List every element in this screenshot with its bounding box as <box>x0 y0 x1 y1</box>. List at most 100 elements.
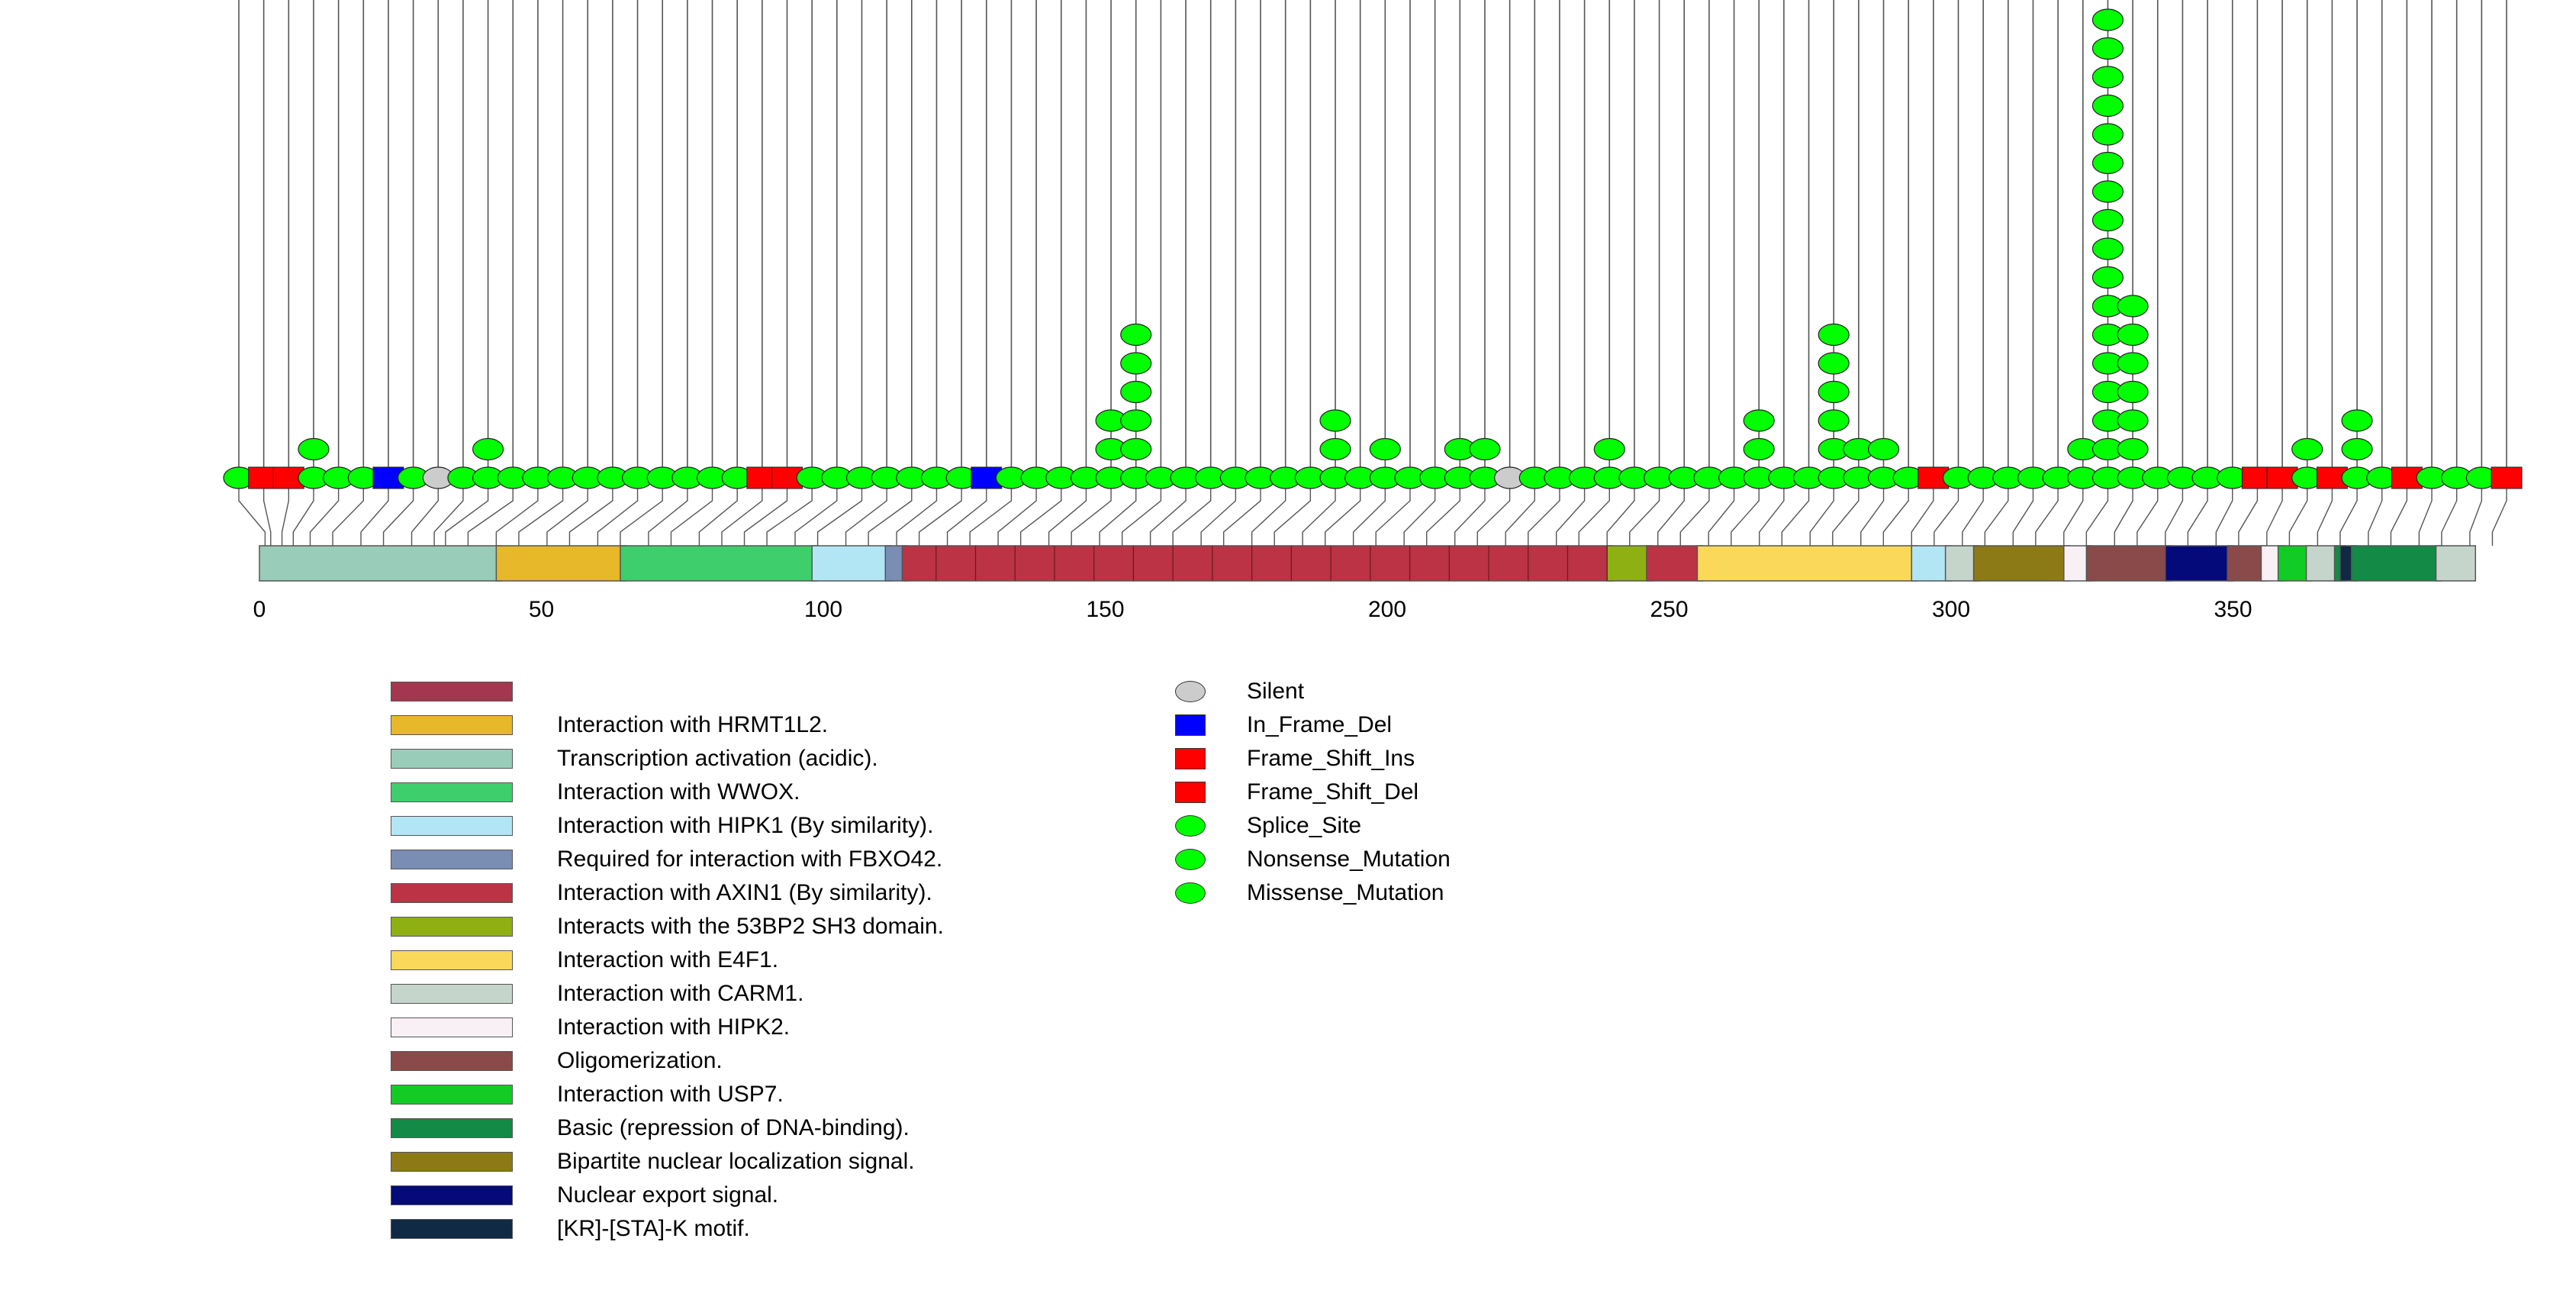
x-tick-label: 0 <box>253 597 266 622</box>
mutation-marker <box>1818 380 1850 404</box>
mutation-marker <box>2091 208 2124 232</box>
mutation-connector <box>2063 489 2084 546</box>
mutation-connector <box>445 489 489 546</box>
mutation-marker <box>1369 437 1401 461</box>
mutation-connector <box>743 489 788 546</box>
mutation-marker <box>1818 323 1850 347</box>
mutation-connector <box>648 489 688 546</box>
mutation-connector <box>1809 489 1834 546</box>
x-tick-label: 200 <box>1368 597 1406 622</box>
mutation-connector <box>2187 489 2208 546</box>
domain-legend-item: Bipartite nuclear localization signal. <box>391 1145 1077 1179</box>
mutation-connector <box>292 489 314 546</box>
domain-legend-label: Interaction with HIPK1 (By similarity). <box>557 813 934 838</box>
mutation-legend-swatch <box>1175 849 1206 870</box>
mutation-connector <box>2114 489 2133 546</box>
mutation-connector <box>2012 489 2034 546</box>
domain-segment <box>1911 545 1952 582</box>
mutation-connector <box>1403 489 1436 546</box>
domain-legend-label: Oligomerization. <box>557 1048 723 1073</box>
domain-segment <box>2227 545 2268 582</box>
mutation-marker <box>1593 437 1625 461</box>
mutation-marker <box>1319 437 1351 461</box>
mutation-connector <box>2469 489 2483 546</box>
mutation-marker <box>2291 437 2323 461</box>
mutation-marker <box>1743 437 1775 461</box>
x-tick-label: 250 <box>1650 597 1688 622</box>
mutation-connector <box>2215 489 2233 546</box>
domain-legend-swatch <box>391 682 513 701</box>
domain-legend-label: Required for interaction with FBXO42. <box>557 847 943 872</box>
mutation-legend-item: Nonsense_Mutation <box>1175 843 1709 876</box>
domain-legend-item: Interaction with WWOX. <box>391 776 1077 809</box>
mutation-connector <box>1172 489 1212 546</box>
mutation-connector <box>1860 489 1885 546</box>
domain-legend-label: Interaction with CARM1. <box>557 981 804 1006</box>
mutation-legend-swatch <box>1175 681 1206 702</box>
mutation-connector <box>868 489 913 546</box>
domain-legend-swatch <box>391 950 513 970</box>
mutation-marker <box>2091 266 2124 289</box>
mutation-connector <box>1606 489 1635 546</box>
mutation-marker <box>2091 123 2124 146</box>
mutation-connector <box>2418 489 2433 546</box>
mutation-connector <box>546 489 588 546</box>
mutation-legend: Silent In_Frame_Del Frame_Shift_Ins Frame_S… <box>1175 675 1709 919</box>
mutation-connector <box>1200 489 1237 546</box>
mutation-connector <box>238 489 266 546</box>
domain-legend-label: Interaction with USP7. <box>557 1082 784 1107</box>
mutation-connector <box>2441 489 2458 546</box>
mutation-connector <box>360 489 389 546</box>
mutation-connector <box>2238 489 2259 546</box>
mutation-connector <box>1274 489 1312 546</box>
mutation-marker <box>1818 409 1850 432</box>
mutation-connector <box>2491 489 2507 546</box>
mutation-connector <box>433 489 464 546</box>
domain-legend-label: Interacts with the 53BP2 SH3 domain. <box>557 914 944 939</box>
mutation-connector <box>698 489 738 546</box>
domain-segment <box>1696 545 1918 582</box>
domain-legend-swatch <box>391 984 513 1004</box>
mutation-connector <box>1911 489 1934 546</box>
mutation-connector <box>1984 489 2009 546</box>
domain-legend-item: Transcription activation (acidic). <box>391 742 1077 776</box>
mutation-connector <box>1352 489 1386 546</box>
mutation-legend-item: Missense_Mutation <box>1175 876 1709 910</box>
domain-legend-item: Interacts with the 53BP2 SH3 domain. <box>391 910 1077 943</box>
mutation-connector <box>1325 489 1361 546</box>
mutation-marker <box>2091 94 2124 118</box>
mutation-connector <box>766 489 813 546</box>
mutation-marker <box>1120 437 1152 461</box>
domain-legend-item: Basic (repression of DNA-binding). <box>391 1111 1077 1145</box>
mutation-marker <box>472 437 504 461</box>
domain-legend-item: Nuclear export signal. <box>391 1179 1077 1212</box>
mutation-marker <box>2117 352 2149 375</box>
mutation-legend-swatch <box>1175 815 1206 837</box>
mutation-marker <box>298 437 330 461</box>
mutation-legend-swatch <box>1175 748 1206 769</box>
mutation-connector <box>1731 489 1760 546</box>
mutation-connector <box>620 489 663 546</box>
mutation-marker <box>2117 409 2149 432</box>
mutation-connector <box>309 489 340 546</box>
mutation-marker <box>2091 8 2124 31</box>
mutation-connector <box>896 489 938 546</box>
x-tick-label: 300 <box>1932 597 1970 622</box>
domain-segment <box>259 545 503 582</box>
domain-segment <box>2350 545 2442 582</box>
domain-legend-swatch <box>391 1085 513 1105</box>
mutation-marker <box>2341 437 2373 461</box>
mutation-connector <box>1505 489 1535 546</box>
mutation-marker <box>2091 37 2124 60</box>
mutation-connector <box>2136 489 2159 546</box>
mutation-connector <box>1934 489 1959 546</box>
mutation-marker <box>2117 380 2149 404</box>
domain-legend-swatch <box>391 816 513 836</box>
mutation-connector <box>262 489 272 546</box>
domain-legend-label: Transcription activation (acidic). <box>557 746 878 771</box>
mutation-connector <box>2368 489 2383 546</box>
mutation-marker <box>2266 466 2298 489</box>
domain-segment <box>2165 545 2234 582</box>
mutation-connector <box>946 489 987 546</box>
